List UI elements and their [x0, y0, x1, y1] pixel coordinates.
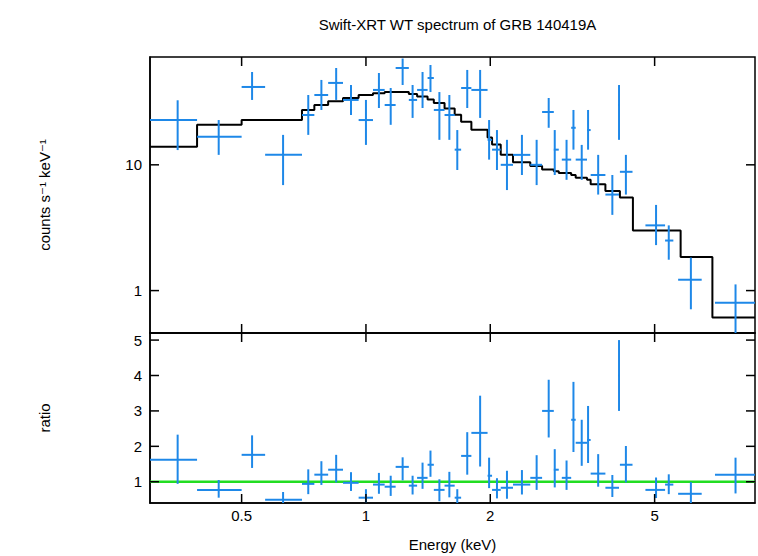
svg-text:counts s⁻¹ keV⁻¹: counts s⁻¹ keV⁻¹	[36, 139, 53, 251]
svg-text:5: 5	[650, 507, 658, 524]
svg-text:2: 2	[134, 438, 142, 455]
svg-text:Energy (keV): Energy (keV)	[409, 536, 497, 553]
svg-text:2: 2	[486, 507, 494, 524]
svg-text:ratio: ratio	[36, 403, 53, 432]
svg-text:5: 5	[134, 332, 142, 349]
svg-text:Swift-XRT WT spectrum of GRB 1: Swift-XRT WT spectrum of GRB 140419A	[319, 16, 597, 33]
svg-text:3: 3	[134, 402, 142, 419]
svg-text:0.5: 0.5	[231, 507, 252, 524]
svg-text:1: 1	[362, 507, 370, 524]
svg-text:4: 4	[134, 367, 142, 384]
svg-text:10: 10	[125, 156, 142, 173]
svg-text:1: 1	[134, 473, 142, 490]
svg-text:1: 1	[134, 282, 142, 299]
